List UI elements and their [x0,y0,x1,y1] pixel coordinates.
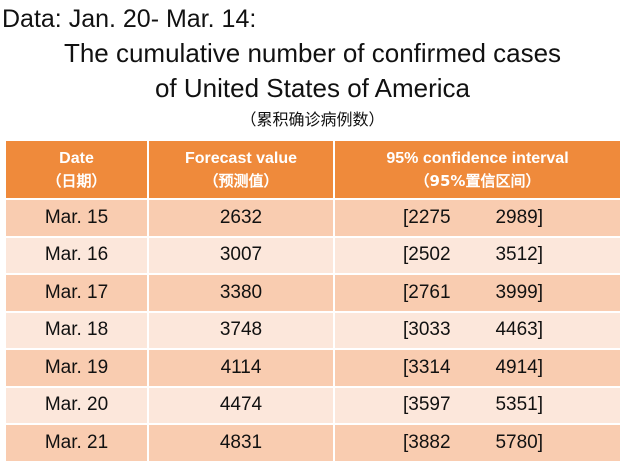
forecast-cell: 4474 [149,387,335,423]
ci-high: 2989] [495,206,543,228]
ci-high: 3512] [495,244,543,266]
ci-high: 4914] [495,356,543,378]
date-cell: Mar. 15 [6,200,149,236]
table-row: Mar. 20 4474 [3597 5351] [6,385,620,423]
ci-low: [2502 [403,244,451,266]
date-cell: Mar. 16 [6,237,149,273]
table-row: Mar. 18 3748 [3033 4463] [6,310,620,348]
ci-cell: [2761 3999] [335,275,620,311]
ci-high: 5351] [495,394,543,416]
header-ci-sublabel: （95%置信区间） [414,171,541,190]
ci-cell: [2275 2989] [335,200,620,236]
date-cell: Mar. 18 [6,312,149,348]
ci-low: [3314 [403,356,451,378]
date-cell: Mar. 17 [6,275,149,311]
date-cell: Mar. 19 [6,350,149,386]
ci-cell: [3882 5780] [335,425,620,461]
page-title-line-2: of United States of America [154,73,471,103]
header-forecast-label: Forecast value [184,149,298,167]
ci-cell: [3314 4914] [335,350,620,386]
header-date-label: Date [59,149,94,167]
data-range-label: Data: Jan. 20- Mar. 14: [2,5,257,33]
forecast-cell: 3380 [149,275,335,311]
table-row: Mar. 21 4831 [3882 5780] [6,423,620,461]
date-cell: Mar. 21 [6,425,149,461]
ci-low: [2761 [403,281,451,303]
ci-cell: [3597 5351] [335,387,620,423]
header-date: Date （日期） [6,141,149,198]
header-forecast-sublabel: （预测值） [203,171,279,190]
ci-high: 3999] [495,281,543,303]
table-row: Mar. 16 3007 [2502 3512] [6,235,620,273]
forecast-cell: 3007 [149,237,335,273]
header-forecast: Forecast value （预测值） [149,141,335,198]
forecast-cell: 3748 [149,312,335,348]
ci-low: [3597 [403,394,451,416]
ci-low: [3033 [403,319,451,341]
table-row: Mar. 15 2632 [2275 2989] [6,198,620,236]
ci-cell: [2502 3512] [335,237,620,273]
ci-low: [2275 [403,206,451,228]
page-title-line-1: The cumulative number of confirmed cases [63,38,562,68]
date-cell: Mar. 20 [6,387,149,423]
forecast-cell: 4114 [149,350,335,386]
page-subtitle: （累积确诊病例数） [240,110,385,129]
header-ci-label: 95% confidence interval [386,149,569,167]
header-date-sublabel: （日期） [46,171,107,190]
forecast-cell: 4831 [149,425,335,461]
header-confidence-interval: 95% confidence interval （95%置信区间） [335,141,620,198]
table-row: Mar. 19 4114 [3314 4914] [6,348,620,386]
table-header: Date （日期） Forecast value （预测值） 95% confi… [6,141,620,198]
ci-high: 4463] [495,319,543,341]
forecast-table: Date （日期） Forecast value （预测值） 95% confi… [6,141,620,461]
forecast-cell: 2632 [149,200,335,236]
ci-high: 5780] [495,431,543,453]
ci-cell: [3033 4463] [335,312,620,348]
ci-low: [3882 [403,431,451,453]
table-row: Mar. 17 3380 [2761 3999] [6,273,620,311]
